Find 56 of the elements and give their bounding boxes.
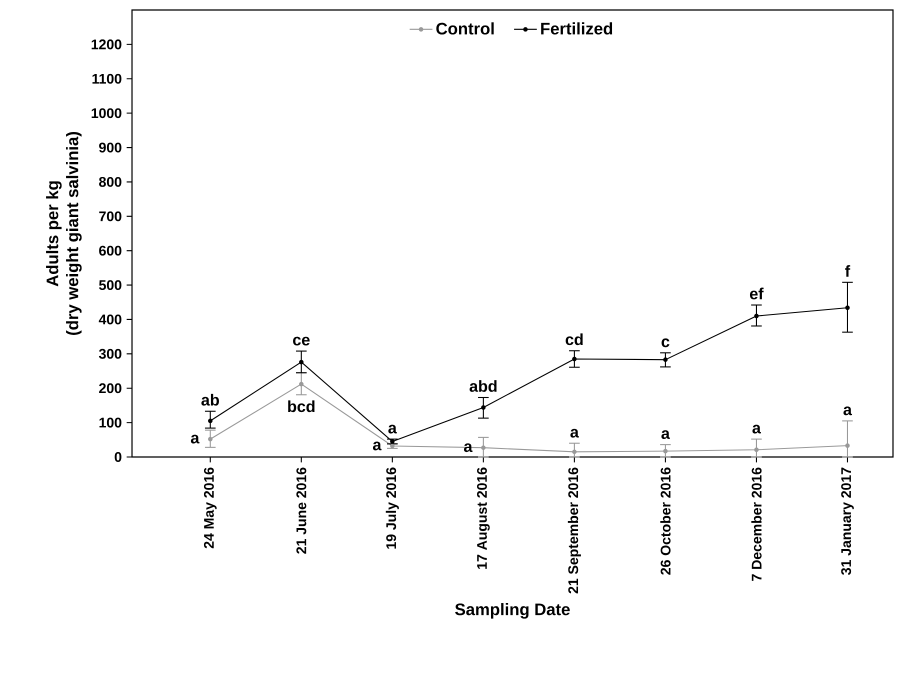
annotation: a	[752, 424, 761, 434]
annotation: a	[661, 430, 670, 439]
y-tick-label: 300	[98, 348, 122, 359]
point	[481, 405, 486, 410]
annotation: a	[372, 442, 382, 450]
annotation: a	[843, 406, 852, 416]
y-tick-label: 800	[99, 176, 122, 187]
y-tick-label: 400	[98, 314, 122, 324]
x-tick-label: 31 January 2017	[841, 468, 854, 575]
annotation: bcd	[288, 400, 314, 412]
y-tick-label: 100	[99, 418, 122, 428]
point	[208, 418, 213, 424]
y-tick-label: 1000	[92, 108, 122, 118]
x-tick-label: 24 May 2016	[204, 468, 217, 548]
x-tick-label: 21 September 2016	[568, 468, 581, 594]
annotation: abd	[470, 380, 497, 392]
point	[481, 445, 486, 450]
y-tick-label: 1200	[92, 39, 122, 50]
annotation: a	[464, 443, 473, 452]
point	[572, 450, 577, 454]
x-axis-title: Sampling Date	[455, 603, 570, 619]
point	[299, 360, 304, 364]
y-tick-label: 700	[99, 211, 122, 222]
x-tick-label: 17 August 2016	[477, 468, 490, 569]
annotation: c	[662, 338, 670, 348]
point	[299, 382, 304, 386]
annotation: ce	[293, 336, 310, 346]
y-tick-label: 0	[114, 452, 122, 462]
point	[754, 448, 759, 452]
point	[754, 314, 759, 318]
point	[663, 357, 668, 362]
point	[845, 305, 850, 310]
y-axis-title: Adults per kg (dry weight giant salvinia)	[46, 132, 82, 335]
point	[572, 356, 577, 362]
y-tick-label: 1100	[92, 74, 122, 84]
annotation: a	[570, 428, 579, 438]
legend-label: Fertilized	[541, 22, 612, 35]
point	[390, 444, 395, 448]
annotation: f	[845, 265, 850, 277]
point	[663, 448, 668, 454]
point	[845, 443, 850, 448]
annotation: ef	[750, 288, 764, 300]
x-tick-label: 26 October 2016	[660, 468, 671, 575]
annotation: a	[388, 424, 397, 434]
x-tick-label: 7 December 2016	[751, 468, 762, 581]
y-tick-label: 600	[99, 246, 122, 256]
y-tick-label: 500	[99, 280, 122, 290]
annotation: ab	[201, 394, 219, 406]
x-tick-label: 19 July 2016	[386, 468, 399, 549]
y-tick-label: 200	[99, 383, 122, 394]
annotation: a	[190, 434, 200, 444]
point	[208, 436, 213, 442]
x-tick-label: 21 June 2016	[296, 468, 306, 554]
y-tick-label: 900	[99, 142, 122, 152]
annotation: cd	[566, 333, 583, 346]
legend-label: Control	[436, 22, 494, 35]
